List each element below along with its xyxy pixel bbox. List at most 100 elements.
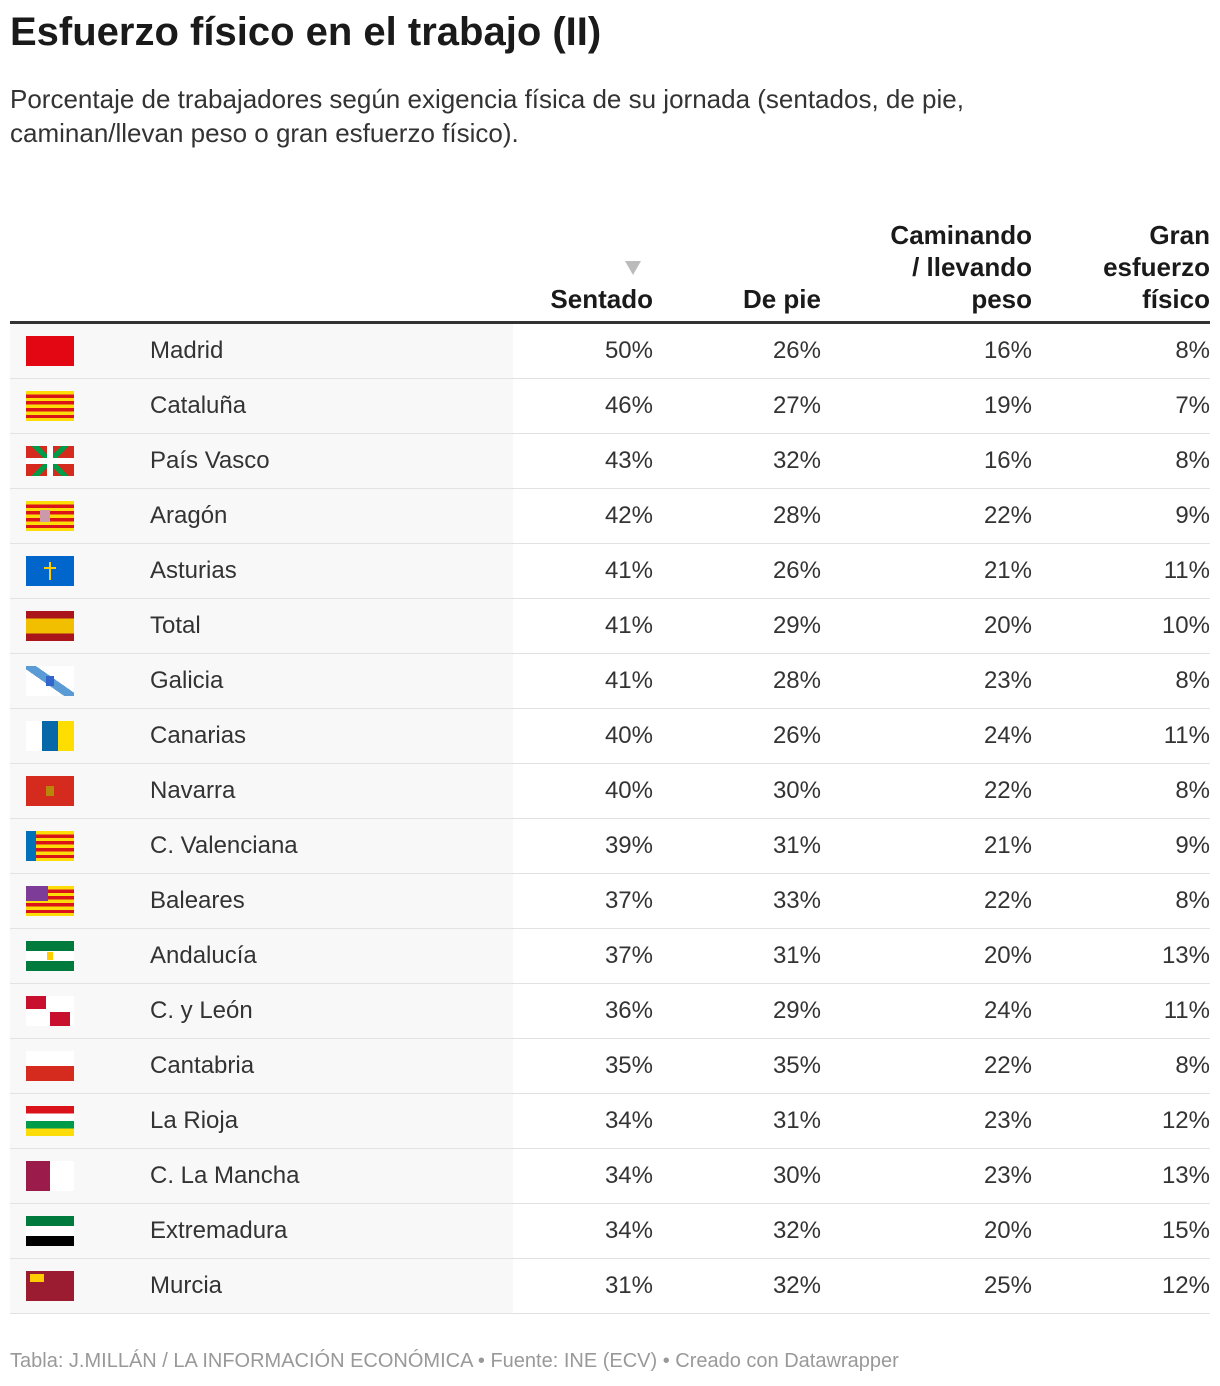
flag-cell [10,818,140,874]
percent-cell: 39% [513,818,653,874]
region-name: Asturias [140,543,513,599]
flag-cell [10,1093,140,1149]
percent-cell: 32% [653,1258,821,1314]
flag-cell [10,433,140,489]
percent-cell: 35% [513,1038,653,1094]
table-row: La Rioja 34% 31% 23% 12% [10,1093,1210,1149]
region-name: Galicia [140,653,513,709]
flag [26,941,74,971]
percent-cell: 19% [821,378,1032,434]
region-name: La Rioja [140,1093,513,1149]
flag-cell [10,653,140,709]
percent-cell: 9% [1032,488,1210,544]
sort-indicator[interactable] [625,261,641,275]
percent-cell: 8% [1032,653,1210,709]
percent-cell: 11% [1032,543,1210,599]
percent-cell: 8% [1032,433,1210,489]
region-name: C. La Mancha [140,1148,513,1204]
column-header[interactable]: Caminando / llevando peso [890,220,1032,314]
table-row: Asturias 41% 26% 21% 11% [10,543,1210,599]
flag-cell [10,543,140,599]
percent-cell: 34% [513,1093,653,1149]
percent-cell: 7% [1032,378,1210,434]
percent-cell: 27% [653,378,821,434]
table-row: C. y León 36% 29% 24% 11% [10,983,1210,1039]
flag [26,1106,74,1136]
percent-cell: 12% [1032,1258,1210,1314]
percent-cell: 23% [821,1093,1032,1149]
subtitle: Porcentaje de trabajadores según exigenc… [10,84,964,148]
percent-cell: 36% [513,983,653,1039]
table-row: Andalucía 37% 31% 20% 13% [10,928,1210,984]
percent-cell: 23% [821,653,1032,709]
table-row: Cantabria 35% 35% 22% 8% [10,1038,1210,1094]
flag-cell [10,598,140,654]
percent-cell: 15% [1032,1203,1210,1259]
title: Esfuerzo físico en el trabajo (II) [10,10,602,54]
table-row: Extremadura 34% 32% 20% 15% [10,1203,1210,1259]
table-row: Aragón 42% 28% 22% 9% [10,488,1210,544]
flag-cell [10,928,140,984]
table-row: Canarias 40% 26% 24% 11% [10,708,1210,764]
flag-cell [10,1148,140,1204]
percent-cell: 25% [821,1258,1032,1314]
region-name: C. y León [140,983,513,1039]
table-row: Galicia 41% 28% 23% 8% [10,653,1210,709]
percent-cell: 12% [1032,1093,1210,1149]
percent-cell: 46% [513,378,653,434]
flag-cell [10,1258,140,1314]
flag [26,611,74,641]
region-name: Cantabria [140,1038,513,1094]
flag [26,721,74,751]
region-name: Navarra [140,763,513,819]
percent-cell: 11% [1032,983,1210,1039]
percent-cell: 34% [513,1203,653,1259]
table-row: Total 41% 29% 20% 10% [10,598,1210,654]
percent-cell: 30% [653,1148,821,1204]
percent-cell: 20% [821,598,1032,654]
flag [26,501,74,531]
percent-cell: 16% [821,433,1032,489]
percent-cell: 37% [513,873,653,929]
percent-cell: 11% [1032,708,1210,764]
percent-cell: 28% [653,653,821,709]
column-header[interactable]: Gran esfuerzo físico [1103,220,1210,314]
percent-cell: 22% [821,1038,1032,1094]
percent-cell: 41% [513,598,653,654]
percent-cell: 31% [653,1093,821,1149]
flag [26,1271,74,1301]
region-name: C. Valenciana [140,818,513,874]
flag [26,556,74,586]
region-name: Baleares [140,873,513,929]
region-name: Total [140,598,513,654]
percent-cell: 8% [1032,322,1210,379]
column-header[interactable]: De pie [742,284,821,314]
percent-cell: 22% [821,488,1032,544]
flag [26,886,74,916]
percent-cell: 8% [1032,1038,1210,1094]
percent-cell: 26% [653,322,821,379]
table-row: Madrid 50% 26% 16% 8% [10,322,1210,379]
flag [26,446,74,476]
percent-cell: 43% [513,433,653,489]
percent-cell: 13% [1032,1148,1210,1204]
percent-cell: 37% [513,928,653,984]
percent-cell: 40% [513,708,653,764]
flag-cell [10,983,140,1039]
region-name: Extremadura [140,1203,513,1259]
flag [26,1051,74,1081]
percent-cell: 31% [653,818,821,874]
percent-cell: 22% [821,873,1032,929]
region-name: Cataluña [140,378,513,434]
data-table: Sentado De pie Caminando / llevando peso… [10,195,1210,1314]
percent-cell: 10% [1032,598,1210,654]
percent-cell: 13% [1032,928,1210,984]
table-row: C. Valenciana 39% 31% 21% 9% [10,818,1210,874]
region-name: Murcia [140,1258,513,1314]
table-row: Murcia 31% 32% 25% 12% [10,1258,1210,1314]
flag [26,776,74,806]
percent-cell: 24% [821,983,1032,1039]
flag-cell [10,763,140,819]
flag [26,391,74,421]
column-header[interactable]: Sentado [550,284,653,314]
